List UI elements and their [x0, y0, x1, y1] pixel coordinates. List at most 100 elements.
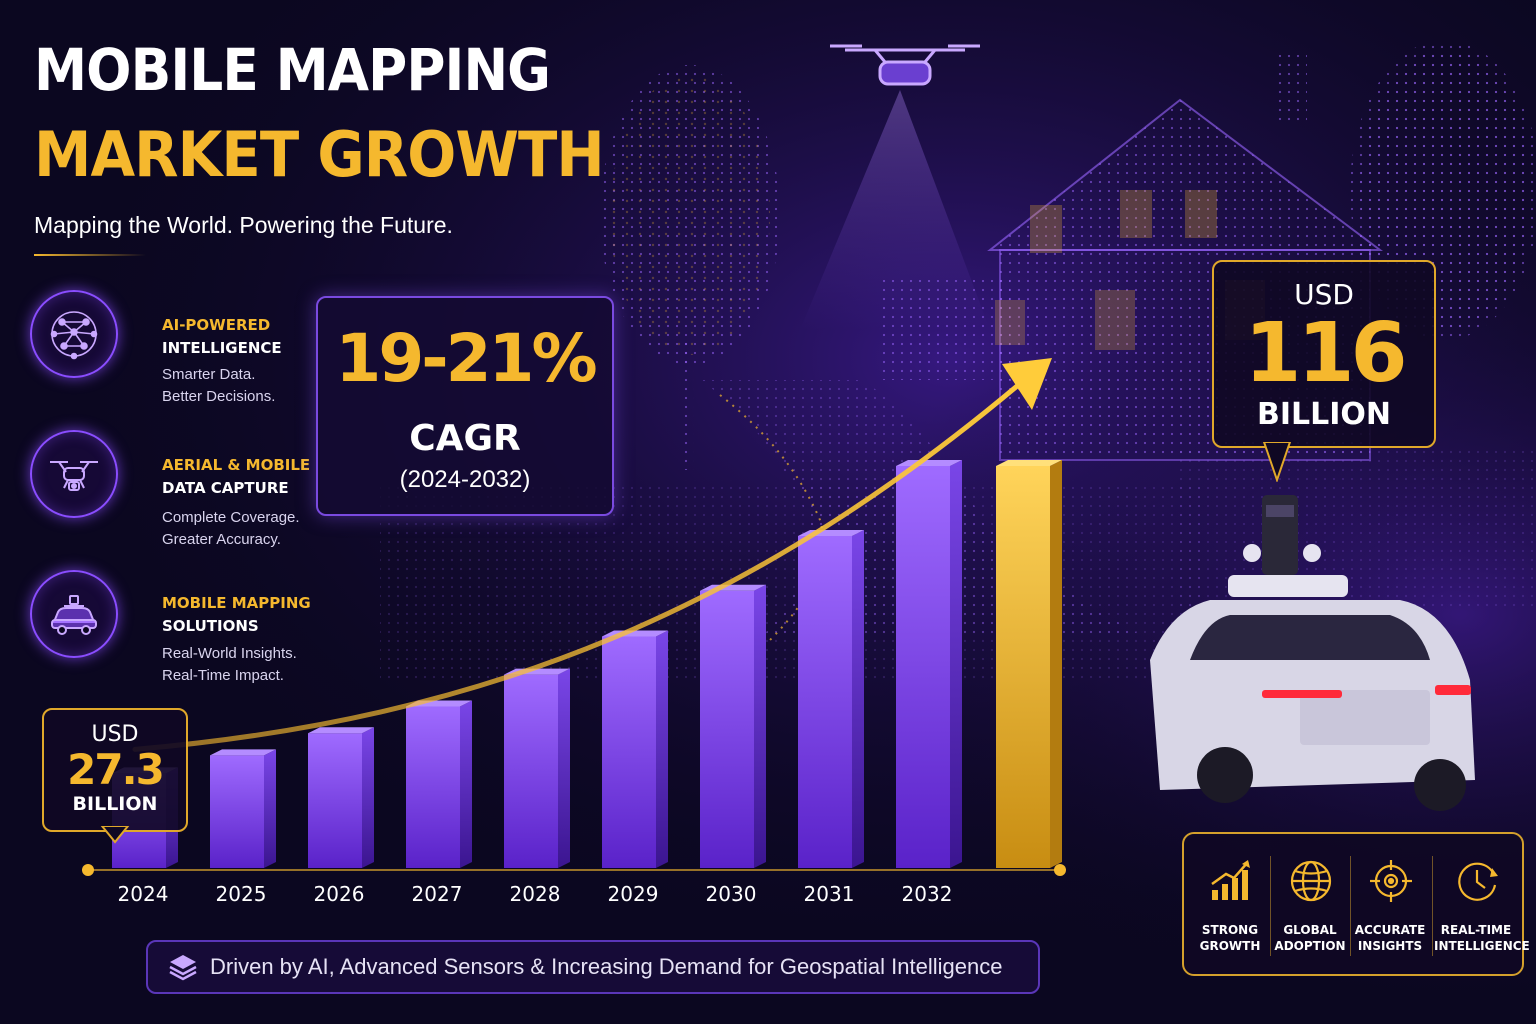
start-value-unit: BILLION [72, 793, 158, 815]
bar-front [602, 636, 656, 868]
x-tick-label: 2029 [608, 882, 659, 906]
feature-desc: Smarter Data. [162, 366, 256, 383]
kpi-panel: STRONG GROWTH GLOBAL ADOPTION ACCURATE INSI… [1182, 832, 1530, 976]
bar-2026 [308, 727, 374, 868]
kpi-label: STRONG [1201, 923, 1259, 937]
neural-network-icon [50, 311, 98, 360]
bar-side [950, 460, 962, 868]
bar-top [210, 749, 276, 756]
feature-desc: Greater Accuracy. [162, 531, 281, 548]
feature-desc: Better Decisions. [162, 388, 276, 405]
bar-side [1050, 460, 1062, 868]
kpi-label: REAL-TIME [1440, 923, 1512, 937]
cagr-label: CAGR [409, 418, 521, 459]
feature-title-accent: MOBILE MAPPING [162, 594, 311, 612]
growth-drivers-banner: Driven by AI, Advanced Sensors & Increas… [146, 940, 1040, 994]
bar-2027 [406, 700, 472, 868]
end-callout-pointer [1262, 442, 1292, 482]
kpi-accurate-insights: ACCURATE INSIGHTS [1348, 834, 1432, 974]
start-value-callout: USD 27.3 BILLION [42, 708, 188, 832]
target-icon [1370, 860, 1412, 902]
bar-front [210, 755, 264, 868]
drone-icon [50, 461, 98, 491]
x-tick-label: 2031 [804, 882, 855, 906]
bar-top [996, 460, 1062, 466]
start-value: 27.3 [67, 745, 165, 794]
bar-2025 [210, 749, 276, 868]
bar-front [406, 706, 460, 868]
mapping-car [1150, 495, 1475, 811]
feature-desc: Real-World Insights. [162, 645, 297, 662]
kpi-global-adoption: GLOBAL ADOPTION [1268, 834, 1352, 974]
bar-front [896, 466, 950, 868]
bar-2030 [700, 584, 766, 868]
kpi-label: GROWTH [1199, 939, 1261, 953]
cagr-value: 19-21% [335, 320, 597, 397]
end-value-callout: USD 116 BILLION [1212, 260, 1436, 448]
x-tick-label: 2026 [314, 882, 365, 906]
kpi-label: ADOPTION [1274, 939, 1346, 953]
drone-icon [830, 44, 980, 86]
kpi-label: GLOBAL [1283, 923, 1337, 937]
page-title-line2: MARKET GROWTH [34, 118, 605, 191]
cagr-panel: 19-21% CAGR (2024-2032) [316, 296, 614, 516]
feature-icon-circle-drone [30, 430, 118, 518]
x-tick-label: 2025 [216, 882, 267, 906]
bar-side [264, 749, 276, 868]
end-value: 116 [1244, 306, 1407, 401]
bar-front [798, 536, 852, 868]
bar-top [308, 727, 374, 734]
page-subtitle: Mapping the World. Powering the Future. [34, 212, 453, 238]
x-tick-label: 2032 [902, 882, 953, 906]
highlight-bar-end-value [996, 460, 1062, 868]
globe-icon [1290, 860, 1332, 902]
kpi-label: INSIGHTS [1357, 939, 1423, 953]
bar-side [754, 584, 766, 868]
growth-chart-icon [1211, 860, 1250, 900]
kpi-divider [1270, 856, 1271, 956]
x-tick-label: 2024 [118, 882, 169, 906]
kpi-divider [1350, 856, 1351, 956]
bar-side [558, 668, 570, 868]
subtitle-divider [34, 254, 146, 256]
trend-arrow-head [1002, 358, 1052, 410]
cagr-period: (2024-2032) [399, 466, 531, 493]
bar-front [504, 674, 558, 868]
feature-desc: Complete Coverage. [162, 509, 300, 526]
kpi-real-time-intelligence: REAL-TIME INTELLIGENCE [1434, 834, 1530, 974]
layers-icon [169, 955, 197, 981]
feature-title: DATA CAPTURE [162, 479, 289, 497]
x-tick-label: 2027 [412, 882, 463, 906]
feature-title-accent: AI-POWERED [162, 316, 271, 334]
bar-2029 [602, 630, 668, 868]
start-callout-pointer [100, 826, 130, 844]
bar-front [700, 590, 754, 868]
feature-title: INTELLIGENCE [162, 339, 282, 357]
bar-side [656, 630, 668, 868]
feature-title-accent: AERIAL & MOBILE [162, 456, 311, 474]
bar-side [460, 700, 472, 868]
page-title-line1: MOBILE MAPPING [34, 36, 551, 104]
bar-2028 [504, 668, 570, 868]
feature-title: SOLUTIONS [162, 617, 259, 635]
feature-icon-circle-car [30, 570, 118, 658]
mapping-car-icon [51, 595, 97, 635]
bar-top [896, 460, 962, 466]
kpi-divider [1432, 856, 1433, 956]
end-value-unit: BILLION [1256, 397, 1392, 432]
end-value-currency: USD [1294, 278, 1354, 311]
feature-desc: Real-Time Impact. [162, 667, 284, 684]
bar-2032 [896, 460, 962, 868]
x-tick-label: 2030 [706, 882, 757, 906]
clock-icon [1458, 862, 1498, 901]
bar-2031 [798, 530, 864, 868]
bar-front [308, 733, 362, 868]
drone-scan-beam [800, 90, 990, 330]
bar-front [996, 466, 1050, 868]
kpi-label: ACCURATE [1354, 923, 1426, 937]
bar-side [852, 530, 864, 868]
bar-side [362, 727, 374, 868]
growth-drivers-text: Driven by AI, Advanced Sensors & Increas… [210, 954, 1003, 979]
